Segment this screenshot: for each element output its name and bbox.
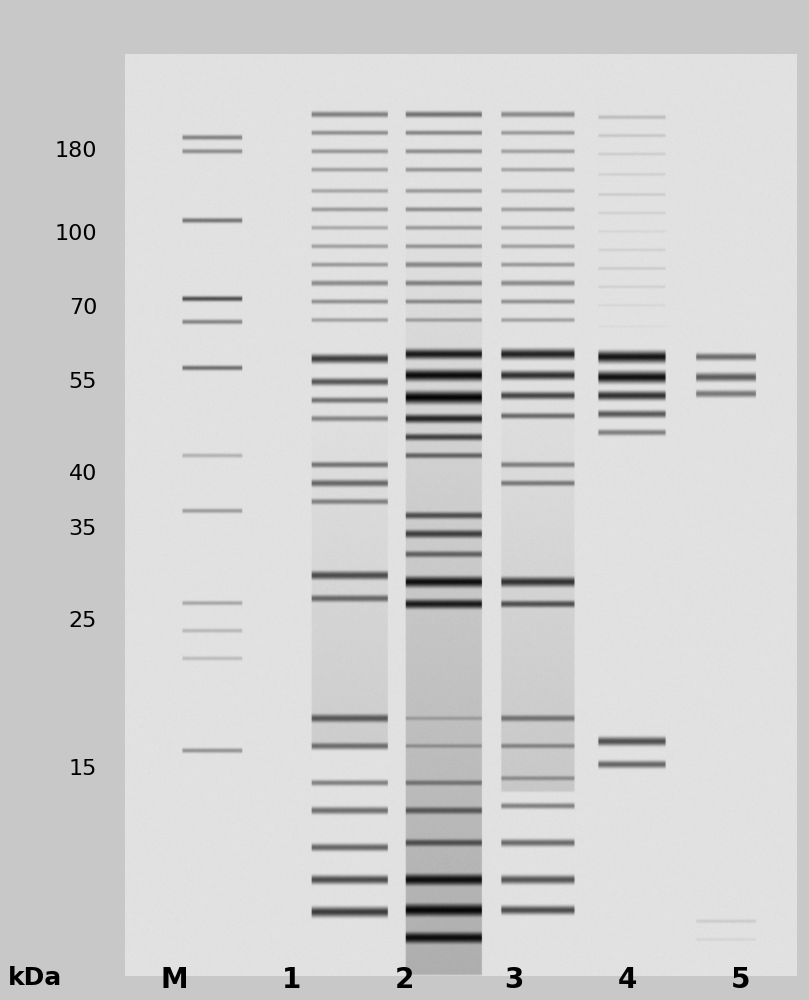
Text: M: M [160, 966, 188, 994]
Text: 3: 3 [504, 966, 523, 994]
Text: 2: 2 [395, 966, 414, 994]
Text: 4: 4 [617, 966, 637, 994]
Text: 180: 180 [54, 141, 97, 161]
Text: 55: 55 [69, 372, 97, 392]
Text: 35: 35 [69, 519, 97, 539]
Text: 5: 5 [731, 966, 750, 994]
Text: kDa: kDa [8, 966, 62, 990]
Text: 25: 25 [69, 611, 97, 631]
Text: 40: 40 [69, 464, 97, 484]
Text: 70: 70 [69, 298, 97, 318]
Text: 15: 15 [69, 759, 97, 779]
Text: 100: 100 [54, 224, 97, 244]
Text: 1: 1 [282, 966, 301, 994]
